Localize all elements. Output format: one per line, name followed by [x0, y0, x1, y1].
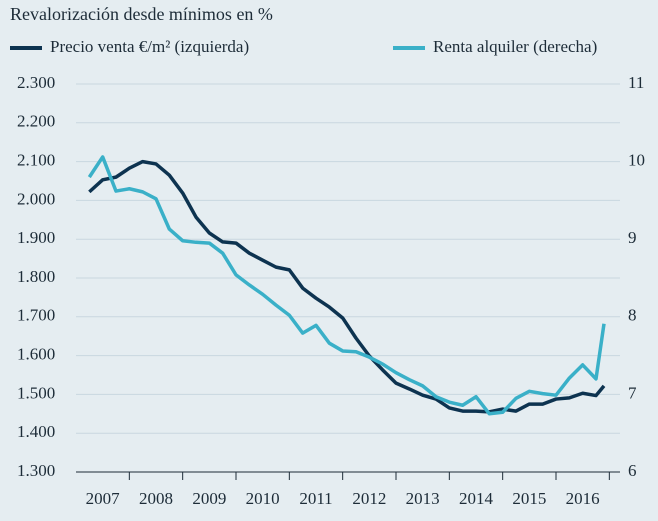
x-tick-label: 2010	[246, 489, 280, 508]
y-tick-label: 1.700	[17, 306, 55, 325]
x-tick-label: 2011	[299, 489, 332, 508]
chart-title: Revalorización desde mínimos en %	[10, 4, 273, 24]
y-tick-label: 2.200	[17, 112, 55, 131]
line-series	[88, 159, 606, 414]
y-tick-label: 1.600	[17, 345, 55, 364]
y-tick-label: 2.100	[17, 151, 55, 170]
x-tick-label: 2016	[566, 489, 600, 508]
y-tick-label: 1.300	[17, 461, 55, 480]
legend-label: Precio venta €/m² (izquierda)	[50, 37, 249, 56]
y2-tick-label: 9	[628, 228, 637, 247]
y2-tick-label: 8	[628, 306, 637, 325]
y-tick-label: 2.000	[17, 189, 55, 208]
y-tick-label: 1.800	[17, 267, 55, 286]
x-tick-label: 2014	[459, 489, 494, 508]
y2-tick-label: 10	[628, 151, 645, 170]
x-tick-label: 2015	[512, 489, 546, 508]
y-tick-label: 1.400	[17, 422, 55, 441]
x-tick-label: 2012	[352, 489, 386, 508]
y-tick-label: 1.900	[17, 228, 55, 247]
legend-label: Renta alquiler (derecha)	[433, 37, 597, 56]
y2-tick-label: 7	[628, 383, 637, 402]
x-tick-label: 2007	[86, 489, 121, 508]
y-tick-label: 1.500	[17, 383, 55, 402]
x-tick-label: 2009	[192, 489, 226, 508]
y2-tick-label: 11	[628, 73, 644, 92]
y2-tick-label: 6	[628, 461, 637, 480]
line-series	[87, 155, 606, 416]
x-tick-label: 2008	[139, 489, 173, 508]
x-tick-label: 2013	[406, 489, 440, 508]
y-tick-label: 2.300	[17, 73, 55, 92]
